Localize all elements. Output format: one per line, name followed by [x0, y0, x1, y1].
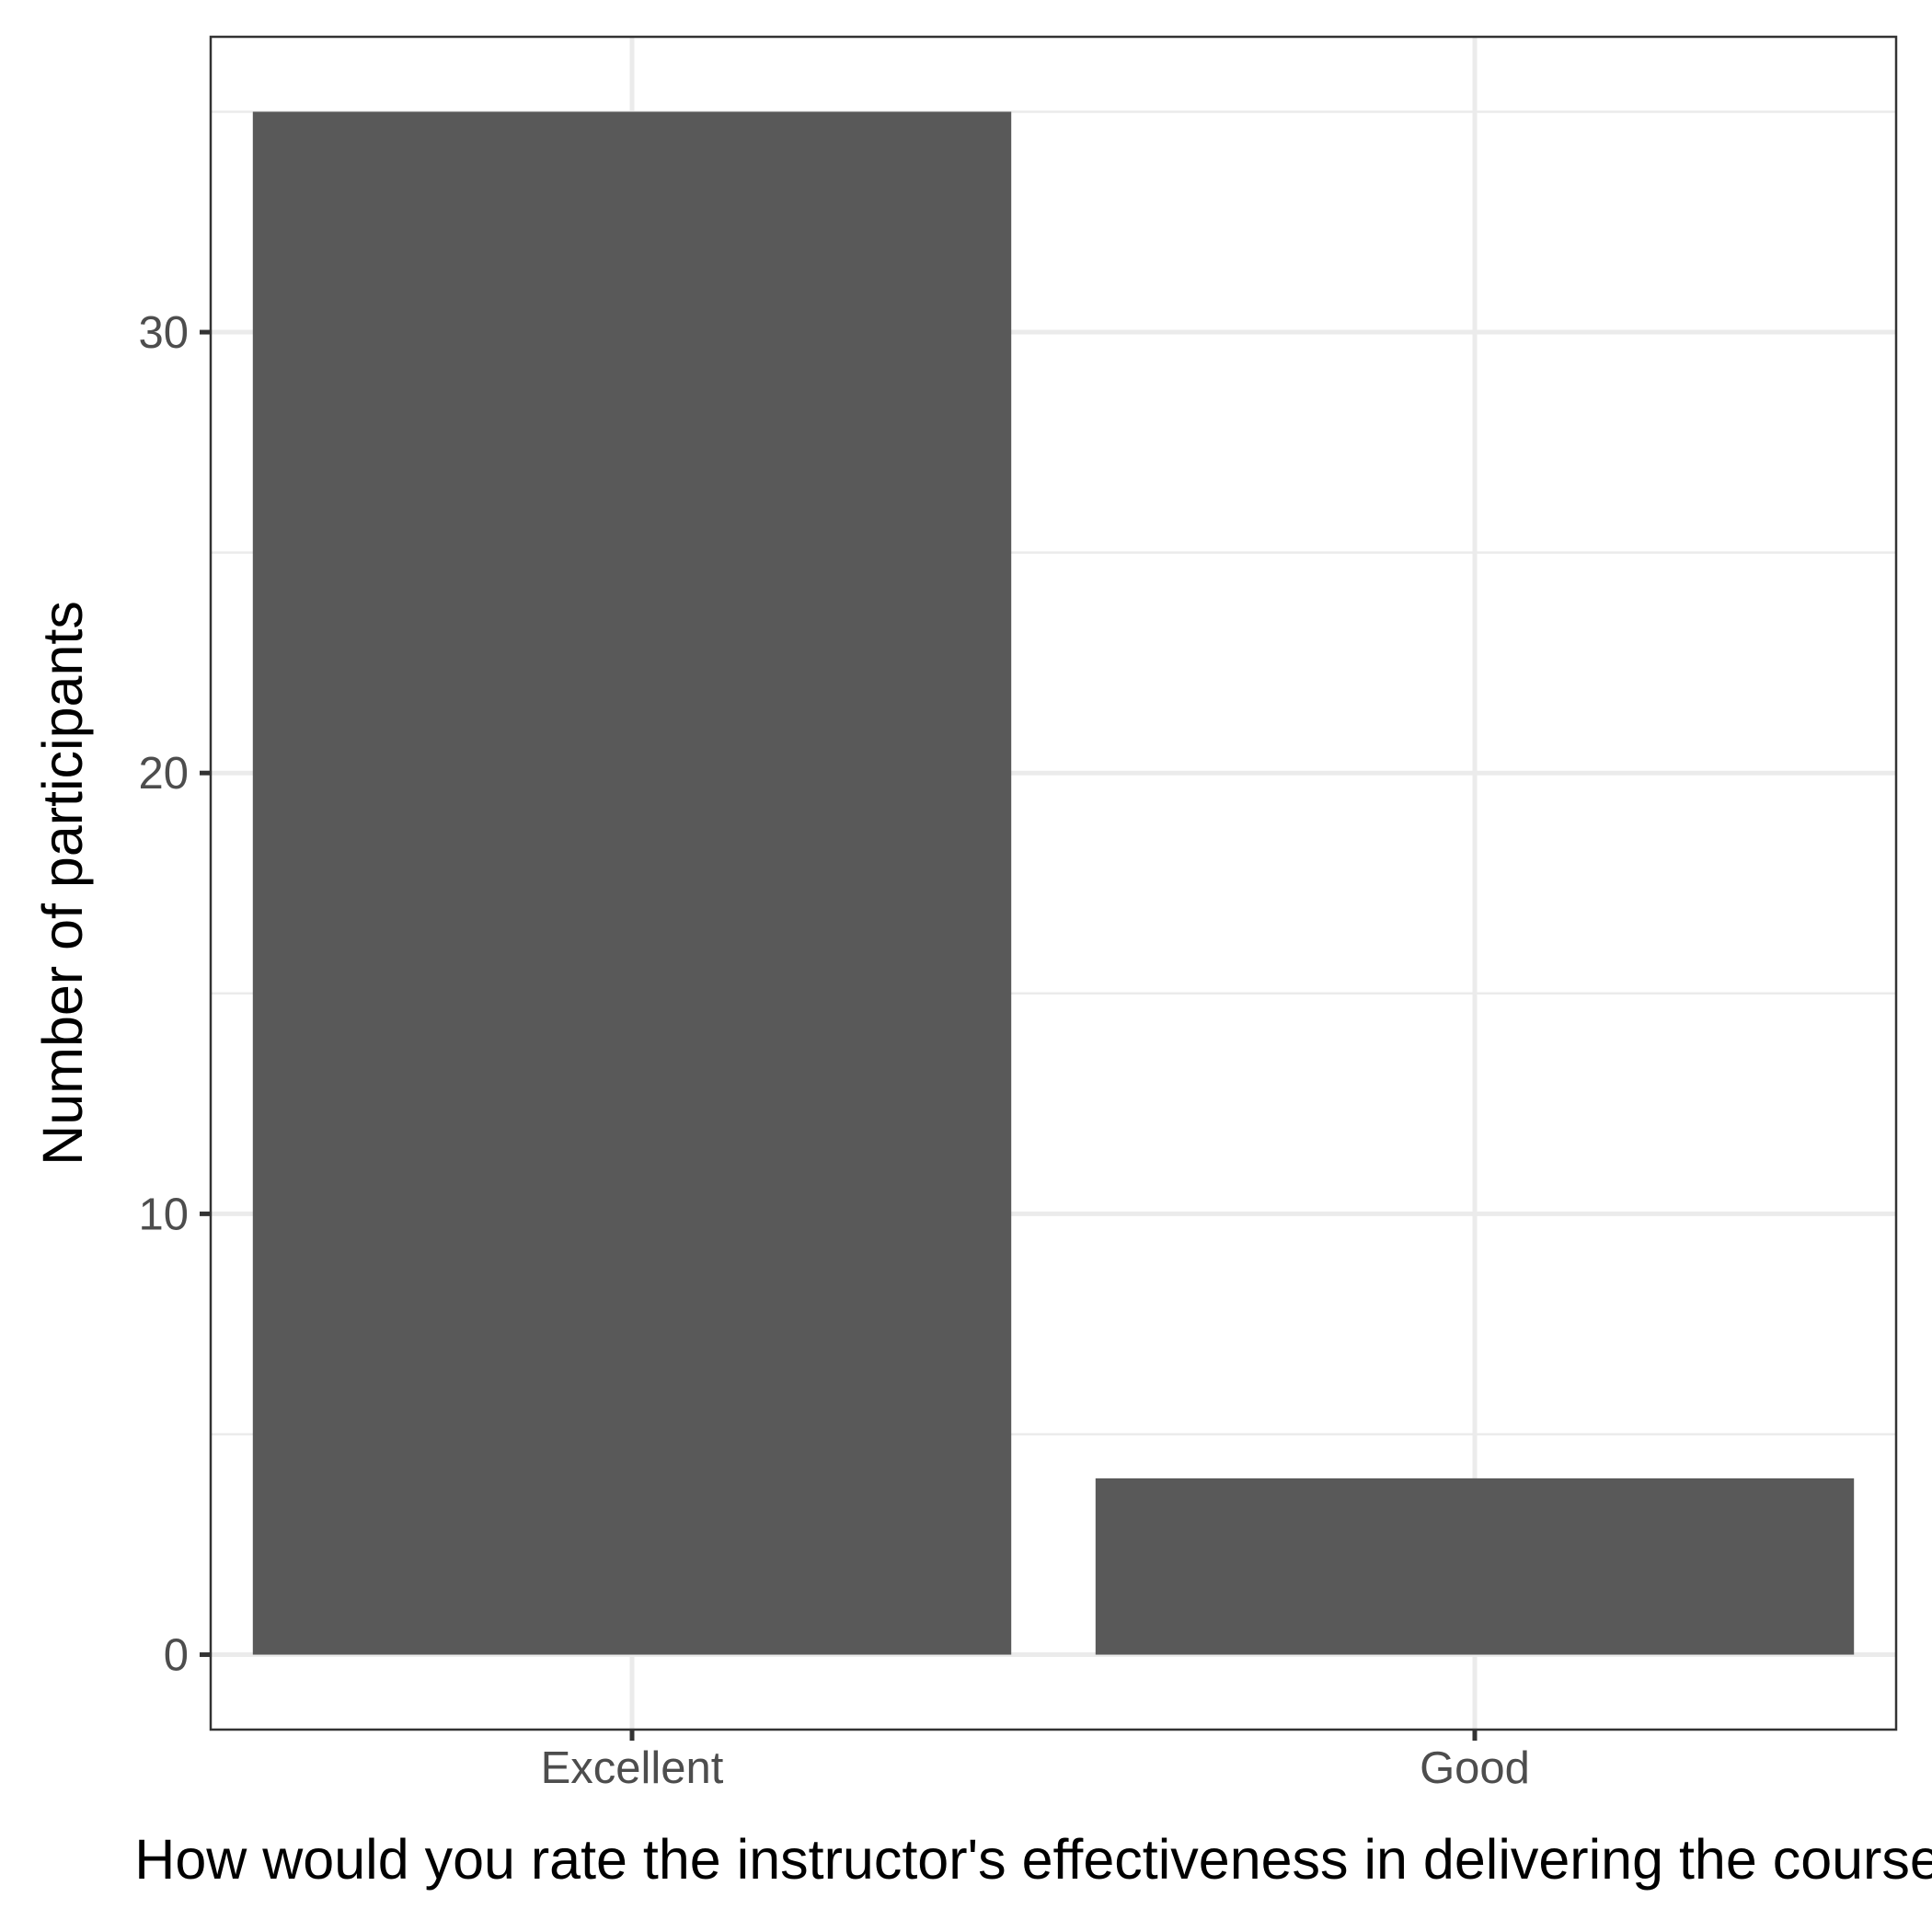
bar-good — [1095, 1478, 1855, 1655]
y-axis-title: Number of participants — [31, 601, 94, 1166]
x-axis-title: How would you rate the instructor's effe… — [134, 1828, 1932, 1891]
y-tick-label: 20 — [138, 749, 189, 799]
x-tick-label: Excellent — [541, 1743, 724, 1793]
axis-ticks — [200, 329, 1478, 1741]
panel-border — [209, 35, 1898, 1731]
y-tick-label: 30 — [138, 308, 189, 358]
x-tick-label: Good — [1420, 1743, 1530, 1793]
y-tick-label: 10 — [138, 1190, 189, 1239]
bars — [252, 111, 1855, 1655]
y-tick-label: 0 — [164, 1631, 189, 1681]
tick-labels: 0 10 20 30 Excellent Good — [138, 308, 1529, 1793]
bar-excellent — [252, 111, 1012, 1655]
